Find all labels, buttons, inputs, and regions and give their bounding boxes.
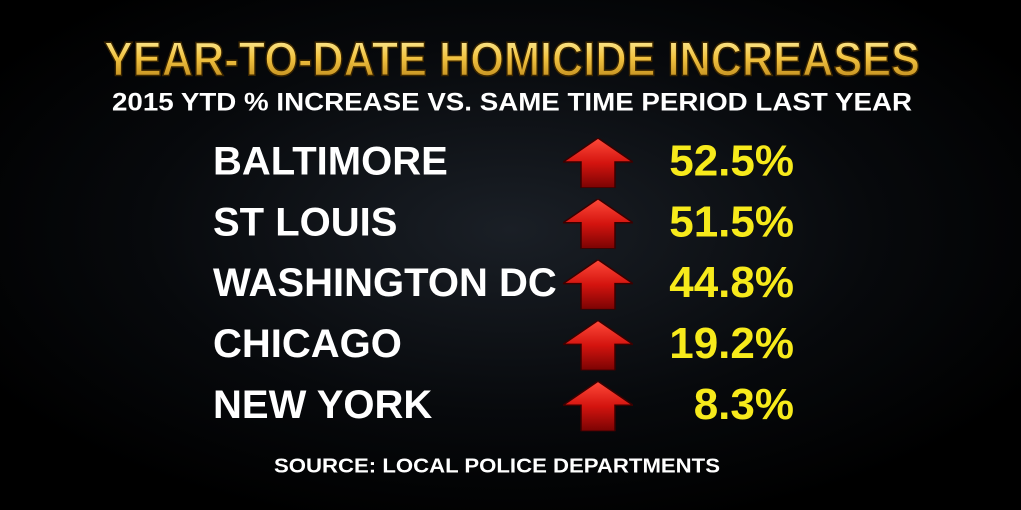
subtitle: 2015 YTD % INCREASE VS. SAME TIME PERIOD… [112, 89, 912, 117]
city-name: WASHINGTON DC [213, 261, 557, 305]
percent-change: 52.5% [669, 137, 794, 186]
rows: BALTIMORE 52.5% ST LOUIS 51.5% WASHINGTON DC… [213, 137, 794, 432]
title: YEAR-TO-DATE HOMICIDE INCREASES [104, 34, 920, 87]
percent-change: 44.8% [669, 258, 794, 307]
city-name: BALTIMORE [213, 140, 448, 184]
city-name: NEW YORK [213, 383, 432, 427]
city-name: CHICAGO [213, 322, 402, 366]
percent-change: 8.3% [694, 380, 794, 429]
percent-change: 51.5% [669, 197, 794, 246]
source: SOURCE: LOCAL POLICE DEPARTMENTS [274, 455, 720, 477]
percent-change: 19.2% [669, 319, 794, 368]
city-name: ST LOUIS [213, 200, 397, 244]
